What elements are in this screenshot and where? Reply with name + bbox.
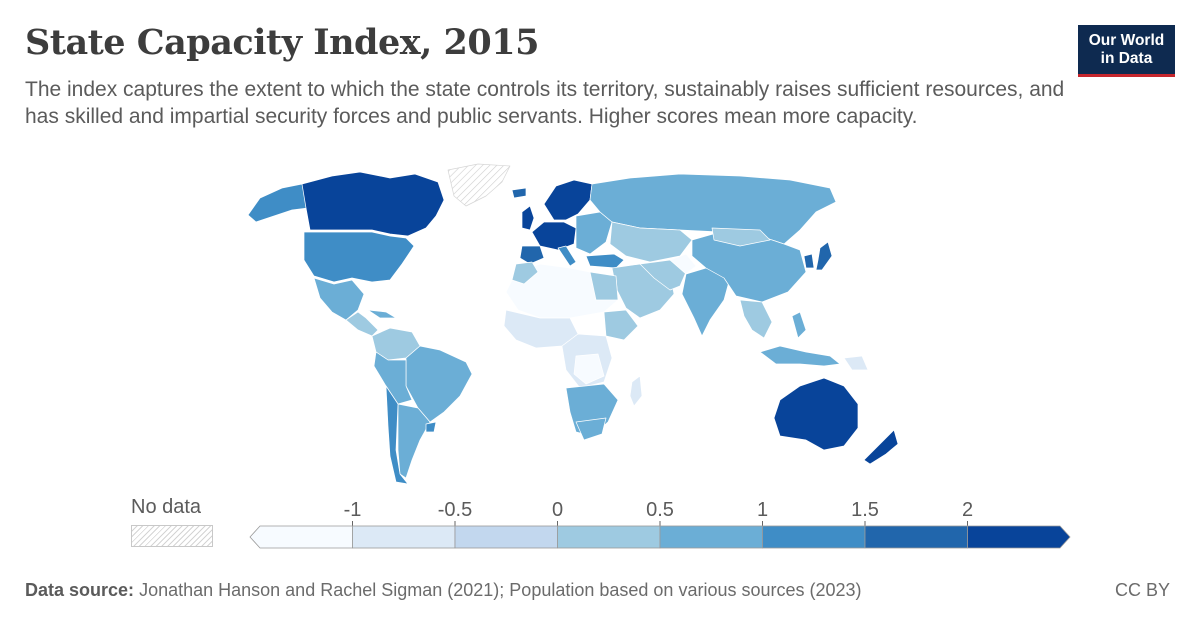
legend-bin [864,525,968,549]
country-cuba[interactable] [367,309,397,319]
country-iceland[interactable] [511,187,527,199]
chart-subtitle: The index captures the extent to which t… [25,78,1065,128]
country-madagascar[interactable] [629,375,643,407]
country-north-africa[interactable] [505,263,619,319]
color-legend: -1 -0.5 0 0.5 1 1.5 2 [249,499,1071,549]
legend-bin [454,525,558,549]
legend-tick-label: 1.5 [851,499,879,521]
country-scandinavia[interactable] [543,179,593,221]
country-india[interactable] [681,267,731,337]
license-link[interactable]: CC BY [1114,580,1170,600]
country-philippines[interactable] [791,311,807,339]
legend-tick-label: -0.5 [438,499,472,521]
legend-bins [249,525,1071,549]
country-usa[interactable] [303,231,415,283]
legend-bin [967,525,1071,549]
source-label: Data source: [25,580,135,600]
country-mongolia[interactable] [711,227,771,247]
country-uk[interactable] [521,205,535,231]
legend-bin [659,525,763,549]
country-western-europe[interactable] [531,221,577,251]
logo-line-2: in Data [1100,50,1153,67]
source-text: Jonathan Hanson and Rachel Sigman (2021)… [139,580,862,600]
country-southeast-asia[interactable] [739,299,773,339]
country-russia[interactable] [589,173,837,245]
country-mexico[interactable] [313,277,365,321]
legend-no-data-swatch [131,525,213,547]
country-egypt[interactable] [589,271,619,301]
country-alaska[interactable] [247,183,309,223]
legend-bin [352,525,456,549]
country-drc[interactable] [573,353,605,385]
country-italy[interactable] [557,245,577,267]
country-central-america[interactable] [345,311,379,337]
legend-no-data-label: No data [131,496,202,518]
country-eastern-europe[interactable] [575,211,613,255]
country-japan[interactable] [815,241,833,271]
country-morocco[interactable] [511,261,539,285]
legend-bin [762,525,866,549]
country-indonesia[interactable] [759,345,841,367]
legend-tick-label: -1 [344,499,362,521]
footer-source: Data source: Jonathan Hanson and Rachel … [25,580,862,601]
logo-line-1: Our World [1088,32,1165,49]
country-canada[interactable] [301,171,445,237]
world-map[interactable] [240,160,900,495]
country-chile[interactable] [385,385,409,485]
country-horn-of-africa[interactable] [603,309,639,341]
legend-ticks: -1 -0.5 0 0.5 1 1.5 2 [344,499,973,548]
country-new-zealand[interactable] [863,429,899,465]
country-turkey[interactable] [585,253,625,269]
legend-bin [249,525,353,549]
country-png[interactable] [843,355,869,371]
country-australia[interactable] [773,377,859,451]
country-south-africa[interactable] [575,417,607,441]
country-argentina[interactable] [397,403,431,479]
country-brazil[interactable] [405,345,473,423]
legend-tick-label: 0 [552,499,563,521]
legend-tick-label: 2 [962,499,973,521]
country-afghanistan[interactable] [669,253,697,275]
country-uruguay[interactable] [425,421,437,433]
country-iberia[interactable] [519,245,545,265]
country-peru-bolivia[interactable] [373,351,413,405]
legend-tick-label: 1 [757,499,768,521]
chart-title: State Capacity Index, 2015 [25,22,539,63]
owid-logo[interactable]: Our World in Data [1078,25,1175,77]
legend-tick-label: 0.5 [646,499,674,521]
country-greenland[interactable] [447,163,511,207]
legend-bin [557,525,661,549]
country-korea[interactable] [803,253,815,269]
